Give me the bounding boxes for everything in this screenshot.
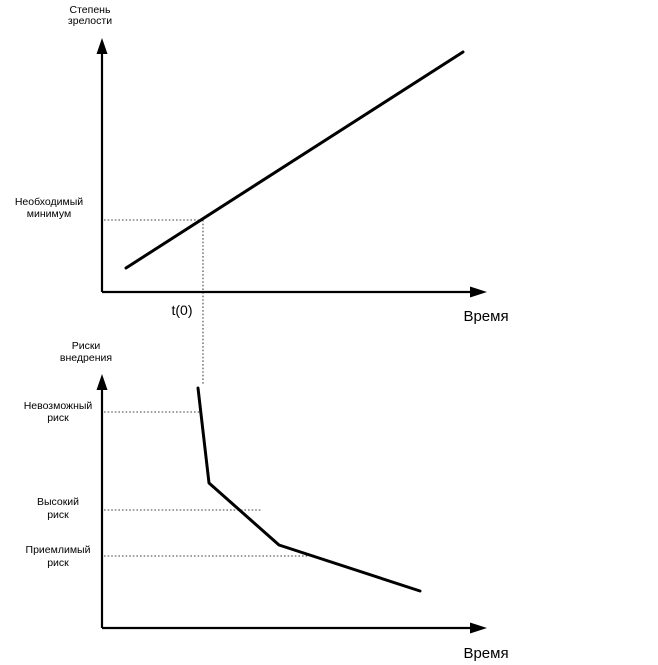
risk-y-axis-label-line1: Риски — [72, 340, 101, 352]
impossible-risk-label-line2: риск — [47, 412, 69, 424]
minimum-level-label-line2: минимум — [27, 208, 71, 220]
maturity-x-axis-arrowhead — [470, 286, 487, 298]
high-risk-label-line2: риск — [47, 509, 69, 521]
risk-x-axis-label: Время — [463, 645, 508, 662]
implementation-risk-curve — [196, 386, 422, 593]
impossible-risk-label-line1: Невозможный — [24, 400, 93, 412]
risk-y-axis-arrowhead — [96, 374, 108, 390]
risk-chart: Риски внедрения Невозможный риск Высокий… — [24, 340, 509, 662]
maturity-y-axis-label-line2: зрелости — [68, 15, 112, 27]
maturity-growth-line — [124, 50, 465, 270]
maturity-x-axis-label: Время — [463, 308, 508, 325]
acceptable-risk-label-line1: Приемлимый — [26, 544, 91, 556]
acceptable-risk-label-line2: риск — [47, 557, 69, 569]
high-risk-label-line1: Высокий — [37, 496, 79, 508]
t0-marker-label: t(0) — [172, 302, 193, 318]
risk-x-axis-arrowhead — [470, 622, 487, 634]
maturity-y-axis-arrowhead — [96, 38, 108, 54]
maturity-y-axis-label-line1: Степень — [70, 4, 111, 16]
minimum-level-label-line1: Необходимый — [15, 196, 83, 208]
maturity-chart: Степень зрелости Необходимый минимум t(0… — [15, 4, 509, 385]
risk-y-axis-label-line2: внедрения — [60, 352, 112, 364]
